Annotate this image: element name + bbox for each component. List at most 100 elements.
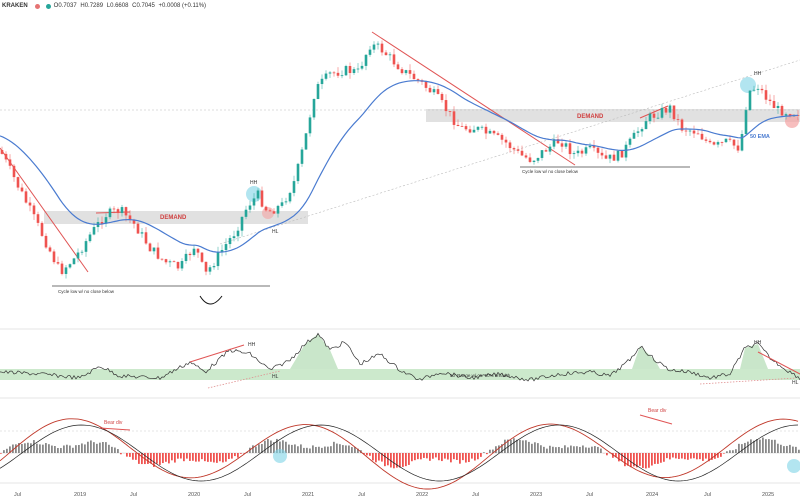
- macd-histogram-bar: [591, 446, 593, 453]
- x-tick-label: 2019: [74, 492, 86, 498]
- candle-body: [684, 130, 688, 132]
- candle-body: [540, 150, 544, 158]
- x-tick-label: Jul: [244, 492, 251, 498]
- macd-histogram-bar: [27, 442, 29, 453]
- macd-histogram-bar: [528, 441, 530, 453]
- macd-histogram-bar: [81, 443, 83, 453]
- macd-histogram-bar: [573, 446, 575, 453]
- candle-body: [192, 248, 196, 256]
- candle-body: [172, 261, 176, 263]
- macd-histogram-bar: [606, 453, 608, 456]
- candle-body: [520, 150, 524, 156]
- candle-body: [536, 157, 540, 161]
- macd-histogram-bar: [651, 453, 653, 466]
- candle-body: [468, 129, 472, 133]
- macd-histogram-bar: [612, 453, 614, 458]
- macd-histogram-bar: [363, 453, 365, 455]
- candle-body: [592, 145, 596, 148]
- macd-histogram-bar: [369, 453, 371, 456]
- candle-body: [456, 124, 460, 127]
- macd-histogram-bar: [504, 439, 506, 453]
- x-tick-label: 2021: [302, 492, 314, 498]
- macd-histogram-bar: [372, 453, 374, 461]
- macd-histogram-bar: [420, 453, 422, 460]
- macd-histogram-bar: [72, 447, 74, 453]
- macd-histogram-bar: [750, 439, 752, 453]
- macd-histogram-bar: [216, 453, 218, 463]
- macd-histogram-bar: [261, 444, 263, 453]
- macd-histogram-bar: [348, 445, 350, 453]
- macd-histogram-bar: [387, 453, 389, 466]
- candle-body: [268, 210, 272, 212]
- macd-histogram-bar: [747, 441, 749, 453]
- candle-body: [252, 198, 256, 206]
- candle-body: [256, 190, 260, 199]
- candle-body: [572, 153, 576, 155]
- demand-label-left: DEMAND: [160, 215, 187, 221]
- macd-histogram-bar: [354, 446, 356, 453]
- macd-histogram-bar: [726, 451, 728, 453]
- macd-histogram-bar: [621, 453, 623, 461]
- oscillator-line: [0, 332, 800, 382]
- candle-body: [12, 165, 16, 178]
- macd-histogram-bar: [33, 440, 35, 453]
- candle-body: [664, 107, 668, 113]
- macd-histogram-bar: [531, 443, 533, 453]
- candle-body: [24, 191, 28, 203]
- macd-histogram-bar: [15, 444, 17, 453]
- candle-body: [376, 43, 380, 45]
- candle-body: [752, 89, 756, 91]
- candle-body: [732, 139, 736, 146]
- macd-histogram-bar: [327, 446, 329, 453]
- candle-body: [688, 130, 692, 132]
- candle-body: [600, 152, 604, 156]
- macd-histogram-bar: [186, 453, 188, 459]
- candle-body: [532, 160, 536, 162]
- candle-body: [396, 64, 400, 70]
- candle-body: [424, 81, 428, 88]
- x-tick-label: 2023: [530, 492, 542, 498]
- macd-histogram-bar: [405, 453, 407, 467]
- macd-histogram-bar: [687, 453, 689, 460]
- macd-histogram-bar: [264, 440, 266, 453]
- x-tick-label: 2024: [646, 492, 658, 498]
- candle-body: [52, 251, 56, 263]
- candle-body: [576, 150, 580, 154]
- macd-histogram-bar: [36, 443, 38, 453]
- macd-histogram-bar: [717, 453, 719, 458]
- candle-body: [720, 142, 724, 143]
- macd-histogram-bar: [285, 441, 287, 453]
- macd-histogram-bar: [141, 453, 143, 465]
- candle-body: [704, 139, 708, 141]
- hh-label-right: HH: [754, 71, 762, 77]
- candle-body: [384, 52, 388, 56]
- macd-histogram-bar: [543, 446, 545, 453]
- candle-body: [492, 130, 496, 134]
- candle-body: [756, 88, 760, 90]
- macd-histogram-bar: [336, 443, 338, 453]
- macd-histogram-bar: [393, 453, 395, 469]
- macd-histogram-bar: [660, 453, 662, 463]
- macd-histogram-bar: [447, 453, 449, 460]
- macd-histogram-bar: [756, 439, 758, 453]
- macd-histogram-bar: [471, 453, 473, 459]
- macd-histogram-bar: [579, 446, 581, 453]
- macd-histogram-bar: [666, 453, 668, 459]
- macd-histogram-bar: [255, 446, 257, 453]
- macd-histogram-bar: [483, 452, 485, 453]
- candle-body: [588, 145, 592, 148]
- macd-histogram-bar: [690, 453, 692, 459]
- change-value: +0.0008 (+0.11%): [158, 3, 207, 9]
- macd-highlight-left: [273, 449, 287, 463]
- macd-histogram-bar: [474, 453, 476, 461]
- macd-histogram-bar: [147, 453, 149, 464]
- macd-histogram-bar: [51, 445, 53, 453]
- candle-body: [404, 70, 408, 74]
- bear-div-line-left: [99, 427, 131, 431]
- macd-histogram-bar: [729, 450, 731, 453]
- x-axis-ticks: Jul 2019 Jul 2020 Jul 2021 Jul 2022 Jul 2023 Jul 20…: [14, 492, 774, 498]
- exchange-label: KRAKEN: [2, 3, 28, 9]
- macd-histogram-bar: [465, 453, 467, 463]
- hl-label-left: HL: [272, 229, 279, 235]
